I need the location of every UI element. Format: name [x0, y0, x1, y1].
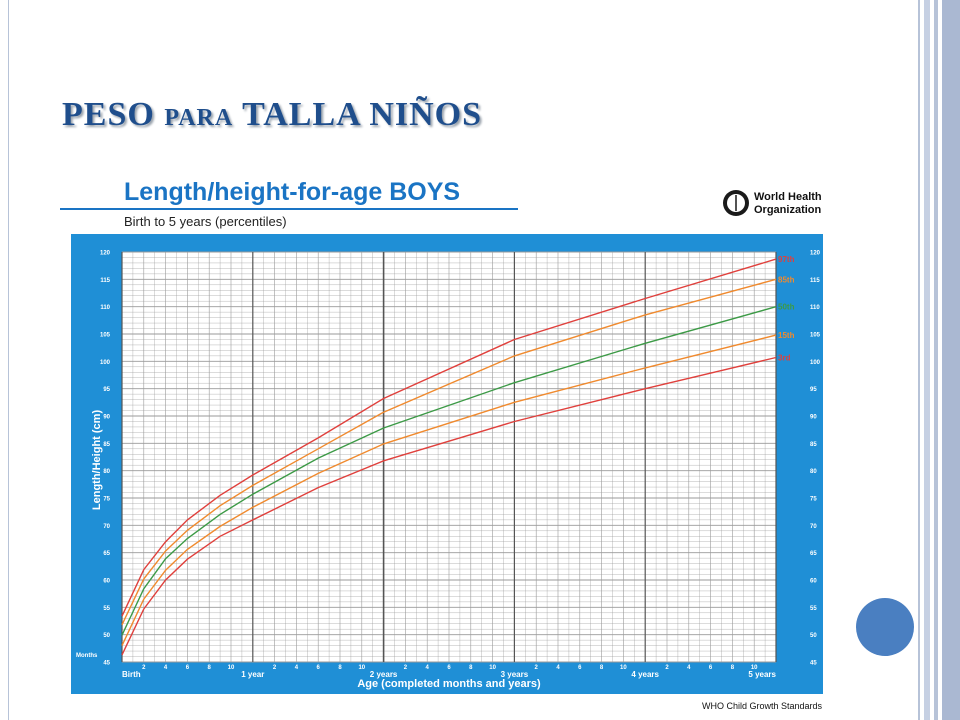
x-tick-label-month: 10 — [620, 665, 627, 671]
chart-subtitle: Birth to 5 years (percentiles) — [124, 214, 287, 229]
y-tick-label-right: 55 — [810, 606, 817, 612]
growth-chart: Length/height-for-age BOYS Birth to 5 ye… — [60, 178, 823, 711]
y-tick-label-left: 60 — [103, 579, 110, 585]
y-tick-label-left: 100 — [100, 360, 111, 366]
slide-left-border — [8, 0, 9, 720]
y-tick-label-right: 115 — [810, 278, 820, 284]
x-tick-label-month: 8 — [469, 665, 473, 671]
slide-title-part: PESO — [62, 96, 165, 133]
slide-title: PESO PARA TALLA NIÑOS — [62, 96, 482, 134]
title-underline — [60, 208, 518, 210]
percentile-curve-15th — [121, 334, 777, 646]
chart-footer: WHO Child Growth Standards — [702, 701, 823, 711]
percentile-label: 85th — [778, 275, 795, 284]
x-tick-label-month: 6 — [578, 665, 582, 671]
y-tick-label-left: 70 — [103, 524, 110, 530]
y-tick-label-left: 55 — [103, 606, 110, 612]
x-tick-label-year: 5 years — [748, 670, 776, 679]
y-tick-label-right: 120 — [810, 251, 821, 257]
y-tick-label-left: 80 — [103, 469, 110, 475]
slide-right-border-stripe — [934, 0, 938, 720]
x-tick-label-month: 6 — [186, 665, 190, 671]
x-tick-label-month: 4 — [426, 665, 430, 671]
x-tick-label-year: 1 year — [241, 670, 264, 679]
who-logo: World Health Organization — [723, 190, 822, 216]
y-tick-label-right: 65 — [810, 551, 817, 557]
x-tick-label-month: 4 — [687, 665, 691, 671]
slide-right-border — [918, 0, 920, 720]
y-tick-label-left: 50 — [103, 633, 110, 639]
chart-title: Length/height-for-age BOYS — [124, 178, 460, 206]
x-tick-label-month: 10 — [228, 665, 235, 671]
x-tick-label-month: 2 — [273, 665, 277, 671]
y-tick-label-right: 90 — [810, 415, 817, 421]
x-tick-label-month: 8 — [338, 665, 342, 671]
y-tick-label-left: 85 — [103, 442, 110, 448]
percentile-curves: 97th 85th 50th 15th 3rd — [121, 255, 795, 656]
x-axis-title: Age (completed months and years) — [357, 678, 541, 690]
x-tick-label-month: 10 — [358, 665, 365, 671]
y-tick-label-right: 85 — [810, 442, 817, 448]
y-tick-label-left: 95 — [103, 387, 110, 393]
decorative-circle — [856, 598, 914, 656]
x-tick-label-month: 6 — [317, 665, 321, 671]
percentile-label: 50th — [778, 303, 795, 312]
y-tick-label-right: 110 — [810, 305, 820, 311]
x-tick-label-month: 4 — [164, 665, 168, 671]
y-tick-label-right: 80 — [810, 469, 817, 475]
y-tick-label-left: 105 — [100, 333, 111, 339]
x-tick-label-month: 8 — [208, 665, 212, 671]
x-tick-label-month: 10 — [751, 665, 758, 671]
y-tick-label-right: 95 — [810, 387, 817, 393]
x-axis-prefix: Months — [76, 653, 98, 659]
y-tick-label-right: 105 — [810, 333, 821, 339]
y-tick-label-left: 65 — [103, 551, 110, 557]
percentile-label: 15th — [778, 331, 795, 340]
slide-title-part: PARA — [164, 105, 234, 131]
y-axis-title: Length/Height (cm) — [91, 410, 103, 511]
axis-labels: 45 45 50 50 55 55 60 60 65 65 70 70 75 75 80 80 85 85 90 90… — [100, 251, 821, 680]
x-tick-label-month: 10 — [489, 665, 496, 671]
y-tick-label-left: 45 — [103, 661, 110, 667]
y-tick-label-left: 75 — [103, 497, 110, 503]
grid — [121, 251, 777, 663]
x-tick-label-month: 6 — [709, 665, 713, 671]
who-name-line2: Organization — [754, 204, 822, 216]
x-tick-label-month: 2 — [535, 665, 539, 671]
x-tick-label-month: 4 — [556, 665, 560, 671]
y-tick-label-left: 110 — [100, 305, 110, 311]
x-tick-label-year: Birth — [122, 670, 141, 679]
x-tick-label-month: 2 — [404, 665, 408, 671]
x-tick-label-month: 4 — [295, 665, 299, 671]
x-tick-label-month: 8 — [731, 665, 735, 671]
y-tick-label-left: 120 — [100, 251, 111, 257]
x-tick-label-year: 3 years — [501, 670, 529, 679]
y-tick-label-right: 75 — [810, 497, 817, 503]
x-tick-label-year: 4 years — [631, 670, 659, 679]
slide-title-part: TALLA NIÑOS — [233, 96, 483, 133]
x-tick-label-year: 2 years — [370, 670, 398, 679]
y-tick-label-right: 70 — [810, 524, 817, 530]
y-tick-label-left: 115 — [100, 278, 110, 284]
percentile-label: 3rd — [778, 354, 791, 363]
percentile-curve-3rd — [121, 356, 777, 656]
x-tick-label-month: 8 — [600, 665, 604, 671]
slide-right-border-band — [942, 0, 960, 720]
percentile-curve-85th — [121, 278, 777, 626]
who-name-line1: World Health — [754, 191, 822, 203]
x-tick-label-month: 6 — [447, 665, 451, 671]
percentile-label: 97th — [778, 255, 795, 264]
x-tick-label-month: 2 — [142, 665, 146, 671]
y-tick-label-right: 100 — [810, 360, 821, 366]
slide-right-border-stripe — [924, 0, 930, 720]
percentile-curve-50th — [121, 306, 777, 636]
y-tick-label-left: 90 — [103, 415, 110, 421]
percentile-curve-97th — [121, 258, 777, 617]
y-tick-label-right: 50 — [810, 633, 817, 639]
x-tick-label-month: 2 — [665, 665, 669, 671]
y-tick-label-right: 60 — [810, 579, 817, 585]
y-tick-label-right: 45 — [810, 661, 817, 667]
